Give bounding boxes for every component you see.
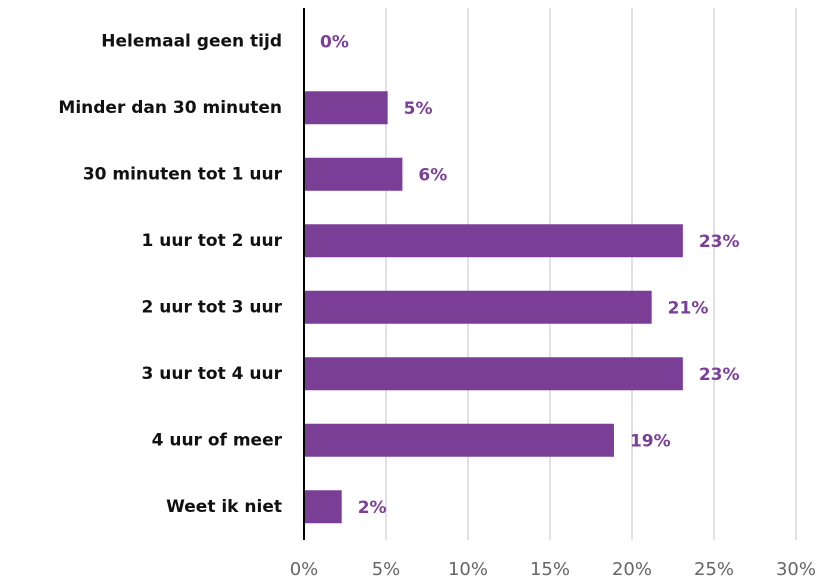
bar <box>304 224 683 258</box>
x-tick-label: 0% <box>290 559 319 580</box>
y-tick-label: 2 uur tot 3 uur <box>142 297 283 317</box>
x-tick-label: 10% <box>448 559 488 580</box>
y-tick-label: Helemaal geen tijd <box>101 31 282 51</box>
x-tick-label: 15% <box>530 559 570 580</box>
x-tick-label: 25% <box>694 559 734 580</box>
value-label: 23% <box>699 365 740 385</box>
y-tick-label: Weet ik niet <box>166 497 282 517</box>
bar <box>304 423 614 457</box>
value-label: 0% <box>320 32 349 52</box>
x-tick-label: 5% <box>372 559 401 580</box>
value-label: 19% <box>630 431 671 451</box>
y-tick-label: 1 uur tot 2 uur <box>142 231 283 251</box>
y-tick-label: 3 uur tot 4 uur <box>142 364 283 384</box>
value-label: 5% <box>404 99 433 119</box>
bar <box>304 490 342 524</box>
bar <box>304 357 683 391</box>
bar <box>304 157 403 191</box>
y-tick-label: 30 minuten tot 1 uur <box>83 164 283 184</box>
value-label: 2% <box>358 498 387 518</box>
bar <box>304 91 388 125</box>
value-label: 21% <box>668 298 709 318</box>
y-tick-label: Minder dan 30 minuten <box>58 98 282 118</box>
value-label: 6% <box>418 165 447 185</box>
bar <box>304 290 652 324</box>
x-tick-label: 30% <box>776 559 816 580</box>
value-label: 23% <box>699 232 740 252</box>
y-tick-label: 4 uur of meer <box>152 430 283 450</box>
x-tick-label: 20% <box>612 559 652 580</box>
